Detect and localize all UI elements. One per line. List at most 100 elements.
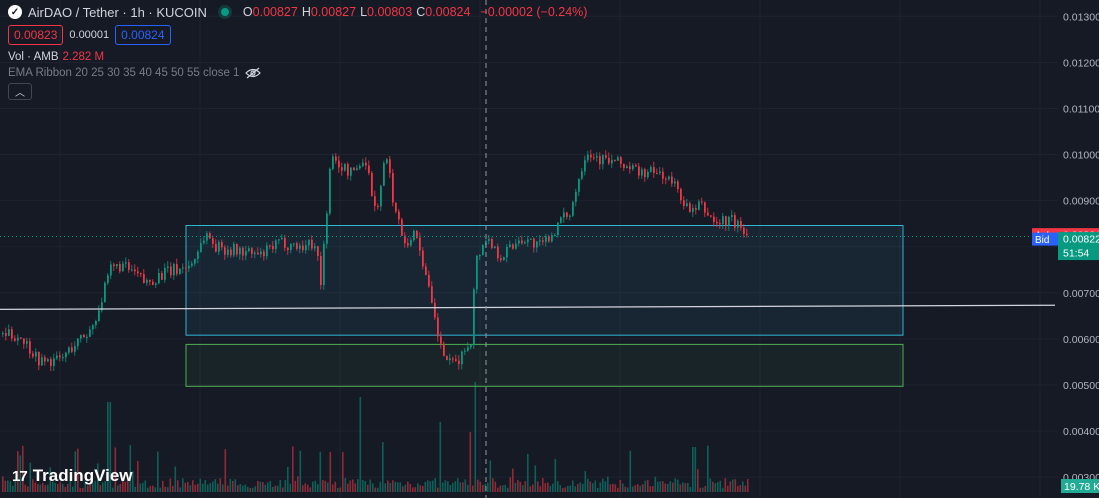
volume-bar xyxy=(207,484,209,492)
candle-body xyxy=(470,345,472,348)
tradingview-logo: 17 TradingView xyxy=(12,466,133,486)
volume-bar xyxy=(179,487,182,492)
trend-line[interactable] xyxy=(0,236,1058,310)
candle-body xyxy=(44,357,46,362)
collapse-legend-button[interactable]: ︿ xyxy=(8,83,32,100)
volume-bar xyxy=(139,483,142,492)
volume-bar xyxy=(622,483,624,492)
candle-body xyxy=(698,201,700,210)
candle-body xyxy=(203,240,205,244)
candle-body xyxy=(524,242,526,244)
candle-body xyxy=(746,233,748,235)
chart-legend: ✓ AirDAO / Tether · 1h · KUCOIN O0.00827… xyxy=(8,4,591,100)
candle-body xyxy=(635,165,637,167)
ohlc-value-l: 0.00803 xyxy=(367,5,413,19)
candle-body xyxy=(407,243,409,246)
candle-body xyxy=(317,246,319,257)
candle-body xyxy=(617,157,619,161)
volume-bar xyxy=(592,483,594,492)
volume-bar xyxy=(677,479,679,492)
candle-body xyxy=(350,167,352,176)
market-status-icon[interactable] xyxy=(220,8,229,16)
volume-bar xyxy=(707,445,709,492)
candle-body xyxy=(398,211,400,220)
support-box[interactable] xyxy=(185,343,904,387)
volume-bar xyxy=(234,479,237,492)
volume-bar xyxy=(389,483,392,492)
symbol-icon[interactable]: ✓ xyxy=(8,5,22,19)
candle-body xyxy=(371,173,373,197)
candle-body xyxy=(737,220,739,228)
horizontal-trend-line[interactable] xyxy=(0,304,1056,310)
tradingview-logo-text: TradingView xyxy=(32,466,133,485)
volume-bar xyxy=(97,463,99,492)
resistance-box[interactable] xyxy=(185,224,904,336)
candle-body xyxy=(236,243,238,255)
candle-body xyxy=(491,238,493,248)
candle-body xyxy=(695,208,697,210)
volume-bar xyxy=(287,466,289,492)
candle-body xyxy=(56,355,58,359)
volume-bar xyxy=(427,480,429,492)
candle-body xyxy=(2,333,4,335)
volume-bar xyxy=(89,484,92,492)
ema-ribbon-legend[interactable]: EMA Ribbon 20 25 30 35 40 45 50 55 close… xyxy=(8,67,591,79)
volume-bar xyxy=(317,484,319,492)
volume-bar xyxy=(697,469,699,492)
volume-bar xyxy=(532,484,534,492)
volume-legend[interactable]: Vol · AMB 2.282 M xyxy=(8,51,591,63)
volume-bar xyxy=(219,478,222,492)
candle-body xyxy=(413,230,415,241)
candle-body xyxy=(323,243,325,285)
volume-bar xyxy=(639,485,642,492)
volume-bar xyxy=(279,479,282,492)
volume-bar xyxy=(487,482,489,492)
candle-body xyxy=(380,185,382,207)
candle-body xyxy=(551,235,553,242)
spread-value: 0.00001 xyxy=(69,29,110,41)
candle-body xyxy=(278,239,280,241)
volume-bar xyxy=(449,484,452,492)
hidden-eye-icon[interactable] xyxy=(245,67,262,79)
candle-body xyxy=(5,333,7,336)
candle-body xyxy=(422,250,424,267)
volume-bar xyxy=(679,484,682,492)
candle-body xyxy=(62,357,64,359)
tradingview-logo-icon: 17 xyxy=(12,467,28,485)
candle-body xyxy=(680,189,682,201)
candle-body xyxy=(578,178,580,192)
ohlc-values: O0.00827 H0.00827 L0.00803 C0.00824 xyxy=(243,5,475,19)
candle-body xyxy=(731,215,733,217)
volume-bar xyxy=(254,486,257,492)
y-tick-label: 0.01200 xyxy=(1063,57,1099,69)
symbol-title[interactable]: AirDAO / Tether · 1h · KUCOIN xyxy=(28,4,207,20)
ohlc-value-h: 0.00827 xyxy=(310,5,357,19)
volume-bar xyxy=(129,445,132,492)
buy-price-button[interactable]: 0.00824 xyxy=(115,25,171,45)
volume-bar xyxy=(724,478,727,492)
volume-bar xyxy=(299,450,302,492)
sell-price-button[interactable]: 0.00823 xyxy=(8,25,64,45)
volume-bar xyxy=(517,480,519,492)
candle-body xyxy=(494,246,496,248)
candle-body xyxy=(308,239,310,246)
candle-body xyxy=(548,236,550,242)
candle-body xyxy=(83,334,85,338)
volume-bar xyxy=(522,485,524,492)
volume-bar xyxy=(494,481,497,492)
candle-body xyxy=(725,216,727,226)
volume-bar xyxy=(84,480,87,492)
candle-body xyxy=(128,262,130,270)
volume-bar xyxy=(439,422,442,492)
volume-axis-bg xyxy=(1061,479,1099,493)
volume-bar xyxy=(277,485,279,492)
volume-bar xyxy=(672,482,674,492)
candle-body xyxy=(479,255,481,257)
candle-body xyxy=(89,329,91,337)
volume-bar xyxy=(137,461,139,492)
candle-body xyxy=(506,246,508,258)
volume-bar xyxy=(319,451,322,492)
volume-bar xyxy=(634,485,637,492)
volume-bar xyxy=(42,482,44,492)
